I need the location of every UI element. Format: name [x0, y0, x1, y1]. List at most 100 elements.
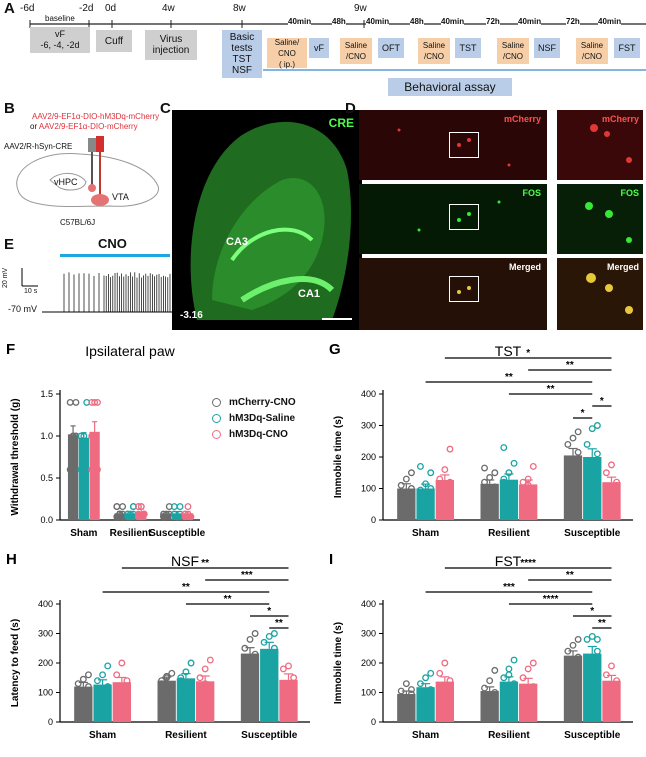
panel-c: C CRE CA3 CA1 -3.16 — [160, 100, 360, 330]
data-point — [482, 702, 488, 708]
data-point — [124, 685, 130, 691]
panel-h: H NSF 0 100 200 300 400 Latency to feed (s) Sham… — [0, 548, 323, 752]
data-point — [188, 514, 194, 520]
chart-f: F Ipsilateral paw0.00.51.01.5Withdrawal t… — [0, 338, 323, 550]
y-tick-label: 300 — [38, 629, 53, 639]
data-point — [589, 660, 595, 666]
data-point — [169, 671, 175, 677]
ca1-label: CA1 — [298, 288, 320, 300]
y-tick-label: 400 — [361, 599, 376, 609]
data-point — [136, 504, 142, 510]
data-point — [570, 643, 576, 649]
significance-label: ** — [182, 582, 190, 593]
data-point — [520, 687, 526, 693]
mouse-strain: C57BL/6J — [60, 218, 95, 227]
data-point — [418, 500, 424, 506]
data-point — [159, 696, 165, 702]
chart-h: H NSF0100200300400Latency to feed (s)Sham… — [0, 548, 323, 752]
significance-label: * — [267, 606, 271, 617]
data-point — [124, 678, 130, 684]
brain-schematic — [0, 130, 175, 220]
legend: mCherry-CNO hM3Dq-Saline hM3Dq-CNO — [212, 394, 342, 442]
data-point — [520, 675, 526, 681]
data-point — [525, 476, 531, 482]
y-tick-label: 0 — [371, 515, 376, 525]
data-point — [614, 483, 620, 489]
syringe-2 — [96, 136, 104, 152]
x-tick-label: Sham — [412, 730, 439, 741]
significance-label: ** — [547, 384, 555, 395]
saline-cno-label: Saline /CNO — [502, 40, 524, 62]
data-point — [247, 660, 253, 666]
data-point — [86, 672, 92, 678]
panel-letter: I — [329, 551, 333, 568]
data-point — [511, 657, 517, 663]
legend-item: mCherry-CNO — [212, 394, 342, 410]
data-point — [595, 637, 601, 643]
y-tick-label: 200 — [38, 658, 53, 668]
legend-marker — [212, 430, 221, 439]
data-point — [423, 693, 429, 699]
data-point — [114, 504, 120, 510]
significance-label: **** — [543, 594, 559, 605]
test-label: vF — [314, 43, 324, 54]
x-tick-label: Resilient — [488, 528, 530, 539]
data-point — [609, 462, 615, 468]
x-tick-label: Sham — [70, 528, 97, 539]
data-point — [442, 660, 448, 666]
data-point — [447, 684, 453, 690]
data-point — [197, 675, 203, 681]
interval-label: 48h — [410, 17, 424, 26]
data-point — [609, 487, 615, 493]
data-point — [164, 688, 170, 694]
data-point — [188, 660, 194, 666]
panel-letter-c: C — [160, 100, 171, 117]
panel-e: E CNO 20 mV 10 s -70 mV — [0, 232, 175, 332]
chart-i: I FST0100200300400Immobile time (s)Sham Re… — [323, 548, 646, 752]
data-point — [242, 672, 248, 678]
data-point — [492, 690, 498, 696]
data-point — [418, 699, 424, 705]
data-point — [492, 492, 498, 498]
data-point — [119, 660, 125, 666]
ca3-label: CA3 — [226, 236, 248, 248]
data-point — [178, 699, 184, 705]
legend-label: hM3Dq-CNO — [229, 429, 288, 440]
data-point — [428, 486, 434, 492]
data-point — [95, 467, 101, 473]
panel-g: G TST 0 100 200 300 400 Immobile time (s) Sham Re… — [323, 338, 646, 550]
virus-label: Virus injection — [153, 34, 190, 56]
chart-title: NSF — [171, 553, 199, 569]
interval-label: 40min — [441, 17, 464, 26]
data-point — [487, 475, 493, 481]
data-point — [614, 684, 620, 690]
brain-outline — [17, 153, 159, 206]
legend-marker — [212, 398, 221, 407]
panel-a: A -6d -2d 0d 4w 8w 9w baseline vF -6, -4… — [0, 0, 646, 100]
data-point — [442, 486, 448, 492]
data-point — [105, 663, 111, 669]
data-point — [182, 511, 188, 517]
significance-label: ** — [566, 360, 574, 371]
data-point — [565, 442, 571, 448]
behavioral-assay-label: Behavioral assay — [404, 82, 495, 93]
interval-label: 40min — [288, 17, 311, 26]
tick-label: -6d — [20, 3, 34, 14]
data-point — [75, 690, 81, 696]
data-point — [511, 461, 517, 467]
tick-label: 9w — [354, 3, 367, 14]
legend-item: hM3Dq-Saline — [212, 410, 342, 426]
significance-label: ** — [224, 594, 232, 605]
data-point — [89, 433, 95, 439]
y-axis-label: Immobile time (s) — [333, 622, 344, 704]
data-point — [291, 684, 297, 690]
y-axis-label: Withdrawal threshold (g) — [10, 398, 21, 515]
data-point — [183, 669, 189, 675]
data-point — [506, 489, 512, 495]
cell-overlay — [359, 110, 645, 330]
y-tick-label: 0 — [48, 717, 53, 727]
data-point — [604, 696, 610, 702]
significance-label: * — [581, 408, 585, 419]
data-point — [511, 681, 517, 687]
significance-label: * — [526, 348, 530, 359]
